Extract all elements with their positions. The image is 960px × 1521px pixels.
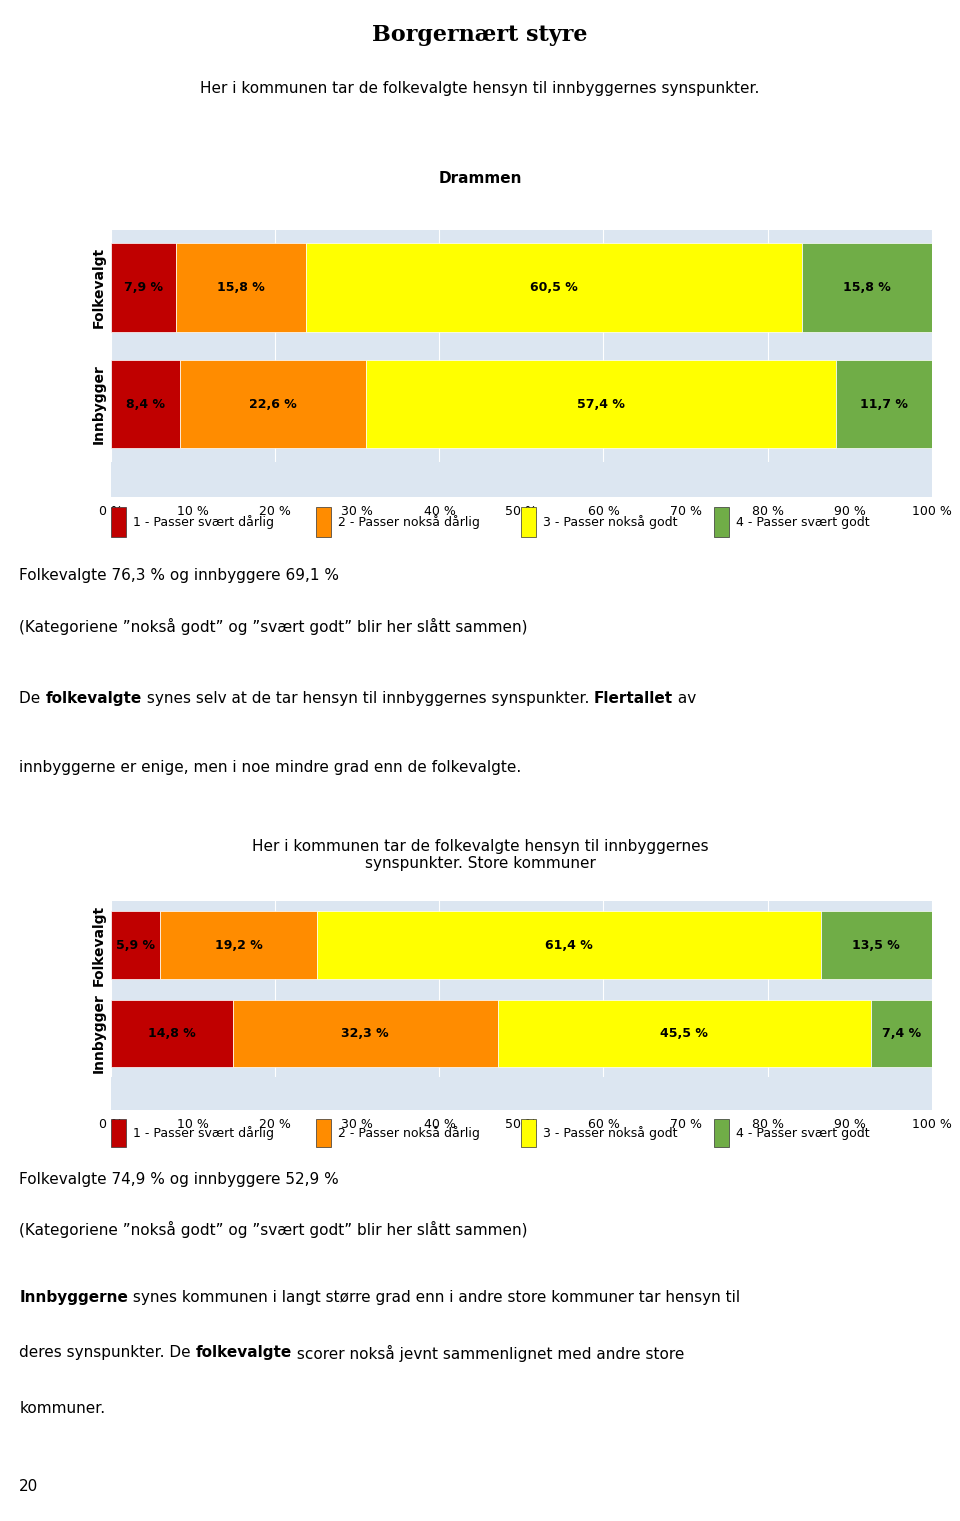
Text: 2 - Passer nokså dårlig: 2 - Passer nokså dårlig <box>338 1126 480 1141</box>
Text: De: De <box>19 691 45 706</box>
Bar <box>305 243 802 332</box>
Text: Flertallet: Flertallet <box>594 691 673 706</box>
Text: 3 - Passer nokså godt: 3 - Passer nokså godt <box>542 516 678 529</box>
Text: 4 - Passer svært godt: 4 - Passer svært godt <box>735 516 869 529</box>
Bar <box>521 506 537 537</box>
Text: 5,9 %: 5,9 % <box>116 938 156 952</box>
Text: (Kategoriene ”nokså godt” og ”svært godt” blir her slått sammen): (Kategoriene ”nokså godt” og ”svært godt… <box>19 618 528 634</box>
Bar <box>111 506 126 537</box>
Text: 45,5 %: 45,5 % <box>660 1027 708 1040</box>
Text: 2 - Passer nokså dårlig: 2 - Passer nokså dårlig <box>338 516 480 529</box>
Bar <box>366 360 836 449</box>
Bar <box>714 1119 729 1147</box>
Text: 57,4 %: 57,4 % <box>577 397 625 411</box>
Bar <box>317 911 821 978</box>
Bar <box>111 911 159 978</box>
Text: Innbyggerne: Innbyggerne <box>19 1290 128 1305</box>
Bar <box>180 360 366 449</box>
Text: 60,5 %: 60,5 % <box>530 281 578 294</box>
Text: 13,5 %: 13,5 % <box>852 938 900 952</box>
Bar <box>821 911 931 978</box>
Text: (Kategoriene ”nokså godt” og ”svært godt” blir her slått sammen): (Kategoriene ”nokså godt” og ”svært godt… <box>19 1221 528 1238</box>
Text: 3 - Passer nokså godt: 3 - Passer nokså godt <box>542 1126 678 1141</box>
Bar <box>317 1119 331 1147</box>
Bar <box>111 999 232 1066</box>
Text: Folkevalgte 76,3 % og innbyggere 69,1 %: Folkevalgte 76,3 % og innbyggere 69,1 % <box>19 569 339 584</box>
Text: 61,4 %: 61,4 % <box>545 938 593 952</box>
Bar <box>714 506 729 537</box>
Bar <box>232 999 497 1066</box>
Text: 15,8 %: 15,8 % <box>217 281 265 294</box>
Text: Her i kommunen tar de folkevalgte hensyn til innbyggernes synspunkter.: Her i kommunen tar de folkevalgte hensyn… <box>201 81 759 96</box>
Text: av: av <box>673 691 696 706</box>
Bar <box>111 360 180 449</box>
Bar <box>176 243 305 332</box>
Bar <box>871 999 931 1066</box>
Text: 22,6 %: 22,6 % <box>249 397 297 411</box>
Text: folkevalgte: folkevalgte <box>196 1346 292 1360</box>
Text: 32,3 %: 32,3 % <box>342 1027 389 1040</box>
Bar <box>497 999 871 1066</box>
Bar <box>111 1119 126 1147</box>
Text: 1 - Passer svært dårlig: 1 - Passer svært dårlig <box>132 1126 274 1141</box>
Text: 1 - Passer svært dårlig: 1 - Passer svært dårlig <box>132 516 274 529</box>
Bar <box>521 1119 537 1147</box>
Text: Drammen: Drammen <box>439 172 521 187</box>
Text: 4 - Passer svært godt: 4 - Passer svært godt <box>735 1127 869 1139</box>
Text: 15,8 %: 15,8 % <box>843 281 891 294</box>
Text: kommuner.: kommuner. <box>19 1401 106 1416</box>
Text: Borgernært styre: Borgernært styre <box>372 24 588 46</box>
Text: 11,7 %: 11,7 % <box>860 397 908 411</box>
Bar <box>111 243 176 332</box>
Bar <box>802 243 931 332</box>
Text: Her i kommunen tar de folkevalgte hensyn til innbyggernes
synspunkter. Store kom: Her i kommunen tar de folkevalgte hensyn… <box>252 838 708 872</box>
Text: synes kommunen i langt større grad enn i andre store kommuner tar hensyn til: synes kommunen i langt større grad enn i… <box>128 1290 740 1305</box>
Bar <box>317 506 331 537</box>
Text: innbyggerne er enige, men i noe mindre grad enn de folkevalgte.: innbyggerne er enige, men i noe mindre g… <box>19 759 521 774</box>
Text: deres synspunkter. De: deres synspunkter. De <box>19 1346 196 1360</box>
Text: 7,9 %: 7,9 % <box>124 281 163 294</box>
Text: 14,8 %: 14,8 % <box>148 1027 196 1040</box>
Text: folkevalgte: folkevalgte <box>45 691 141 706</box>
Text: 7,4 %: 7,4 % <box>881 1027 921 1040</box>
Text: synes selv at de tar hensyn til innbyggernes synspunkter.: synes selv at de tar hensyn til innbygge… <box>141 691 594 706</box>
Bar <box>159 911 317 978</box>
Text: 19,2 %: 19,2 % <box>215 938 262 952</box>
Text: Folkevalgte 74,9 % og innbyggere 52,9 %: Folkevalgte 74,9 % og innbyggere 52,9 % <box>19 1173 339 1188</box>
Text: 20: 20 <box>19 1478 38 1494</box>
Bar <box>836 360 932 449</box>
Text: scorer nokså jevnt sammenlignet med andre store: scorer nokså jevnt sammenlignet med andr… <box>292 1346 684 1363</box>
Text: 8,4 %: 8,4 % <box>127 397 165 411</box>
